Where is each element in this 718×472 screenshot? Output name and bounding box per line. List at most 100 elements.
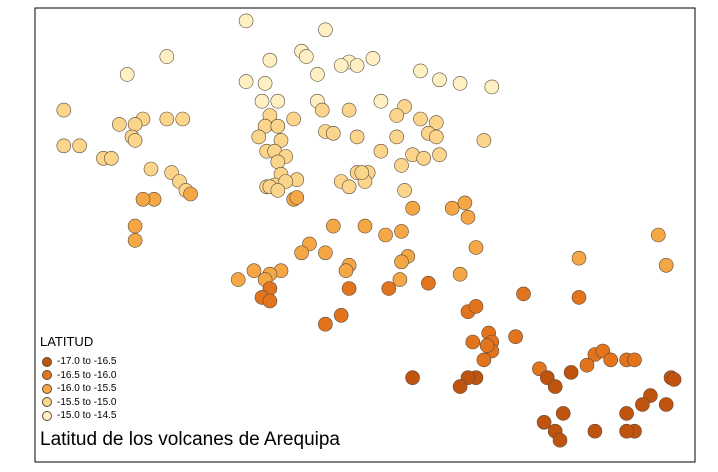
map-title: Latitud de los volcanes de Arequipa xyxy=(40,429,340,450)
volcano-point xyxy=(251,129,267,145)
volcano-point xyxy=(159,111,175,127)
volcano-point xyxy=(318,245,333,261)
volcano-point xyxy=(325,218,341,234)
volcano-point xyxy=(349,129,365,145)
volcano-point xyxy=(571,290,587,305)
volcano-point xyxy=(254,93,270,109)
volcano-point xyxy=(650,227,666,243)
volcano-point xyxy=(238,13,254,29)
volcano-point xyxy=(536,414,552,430)
volcano-point xyxy=(373,143,389,159)
volcano-point xyxy=(341,281,357,296)
volcano-point xyxy=(476,352,492,368)
volcano-point xyxy=(112,117,127,132)
volcano-point xyxy=(508,329,523,345)
volcano-point xyxy=(273,133,289,148)
volcano-point xyxy=(341,179,357,195)
legend-label: -17.0 to -16.5 xyxy=(57,356,117,368)
volcano-point xyxy=(270,118,286,134)
volcano-point xyxy=(318,316,333,332)
volcano-point xyxy=(318,22,333,38)
volcano-point xyxy=(397,183,412,198)
volcano-point xyxy=(405,370,420,386)
volcano-point xyxy=(476,133,492,148)
volcano-point xyxy=(104,151,119,166)
volcano-point xyxy=(310,67,325,82)
volcano-point xyxy=(389,129,405,145)
volcano-point xyxy=(127,233,143,248)
volcano-point xyxy=(444,200,460,216)
volcano-point xyxy=(270,154,286,170)
volcano-point xyxy=(286,111,302,127)
volcano-point xyxy=(405,200,420,216)
volcano-point xyxy=(432,147,447,162)
volcano-point xyxy=(413,111,428,127)
volcano-point xyxy=(270,183,286,198)
volcano-point xyxy=(452,76,468,91)
volcano-point xyxy=(457,195,473,211)
volcano-point xyxy=(603,352,619,368)
legend-title: LATITUD xyxy=(40,334,94,349)
legend-label: -15.5 to -15.0 xyxy=(57,396,117,408)
volcano-point xyxy=(238,74,254,89)
legend-item: -16.0 to -15.5 xyxy=(42,382,116,396)
volcano-point xyxy=(298,49,314,64)
legend: -17.0 to -16.5 -16.5 to -16.0 -16.0 to -… xyxy=(42,355,116,423)
volcano-point xyxy=(365,51,381,66)
volcano-point xyxy=(349,58,365,73)
volcano-point xyxy=(516,286,531,302)
legend-item: -15.0 to -14.5 xyxy=(42,409,116,423)
legend-swatch-icon xyxy=(42,356,52,367)
volcano-point xyxy=(392,272,408,287)
volcano-point xyxy=(619,423,634,439)
volcano-point xyxy=(627,352,642,368)
volcano-point xyxy=(452,266,468,282)
volcano-point xyxy=(373,93,389,109)
volcano-point xyxy=(338,263,354,279)
volcano-point xyxy=(183,186,198,202)
volcano-point xyxy=(314,102,330,118)
volcano-point xyxy=(262,293,278,309)
volcano-point xyxy=(175,111,190,127)
volcano-point xyxy=(378,227,393,243)
volcano-point xyxy=(230,272,246,287)
volcano-point xyxy=(552,432,568,448)
volcano-point xyxy=(325,126,341,141)
legend-item: -17.0 to -16.5 xyxy=(42,355,116,369)
volcano-point xyxy=(587,423,603,439)
volcano-point xyxy=(635,397,650,412)
volcano-point xyxy=(394,158,409,173)
volcano-point xyxy=(333,58,349,73)
volcano-point xyxy=(135,192,151,207)
volcano-point xyxy=(294,245,309,261)
volcano-point xyxy=(579,357,595,373)
volcano-point xyxy=(270,93,286,109)
volcano-point xyxy=(119,67,135,82)
volcano-point xyxy=(563,365,579,380)
volcano-point xyxy=(460,209,476,225)
volcano-point xyxy=(262,52,278,68)
legend-swatch-icon xyxy=(42,383,52,394)
volcano-point xyxy=(246,263,262,279)
volcano-point xyxy=(468,240,484,255)
volcano-point xyxy=(465,334,481,350)
legend-swatch-icon xyxy=(42,397,52,408)
volcano-point xyxy=(341,102,357,118)
legend-swatch-icon xyxy=(42,410,52,421)
volcano-point xyxy=(127,133,143,148)
volcano-point xyxy=(413,63,428,79)
volcano-point xyxy=(56,102,72,118)
volcano-point xyxy=(547,379,563,394)
volcano-point xyxy=(468,299,484,314)
plot-frame xyxy=(34,7,696,463)
volcano-point xyxy=(484,79,500,95)
volcano-point xyxy=(257,76,273,91)
volcano-points xyxy=(56,13,682,448)
volcano-point xyxy=(619,406,634,421)
volcano-point xyxy=(357,218,373,234)
legend-label: -16.5 to -16.0 xyxy=(57,369,117,381)
volcano-point xyxy=(658,397,674,412)
legend-item: -15.5 to -15.0 xyxy=(42,396,116,410)
legend-label: -16.0 to -15.5 xyxy=(57,383,117,395)
